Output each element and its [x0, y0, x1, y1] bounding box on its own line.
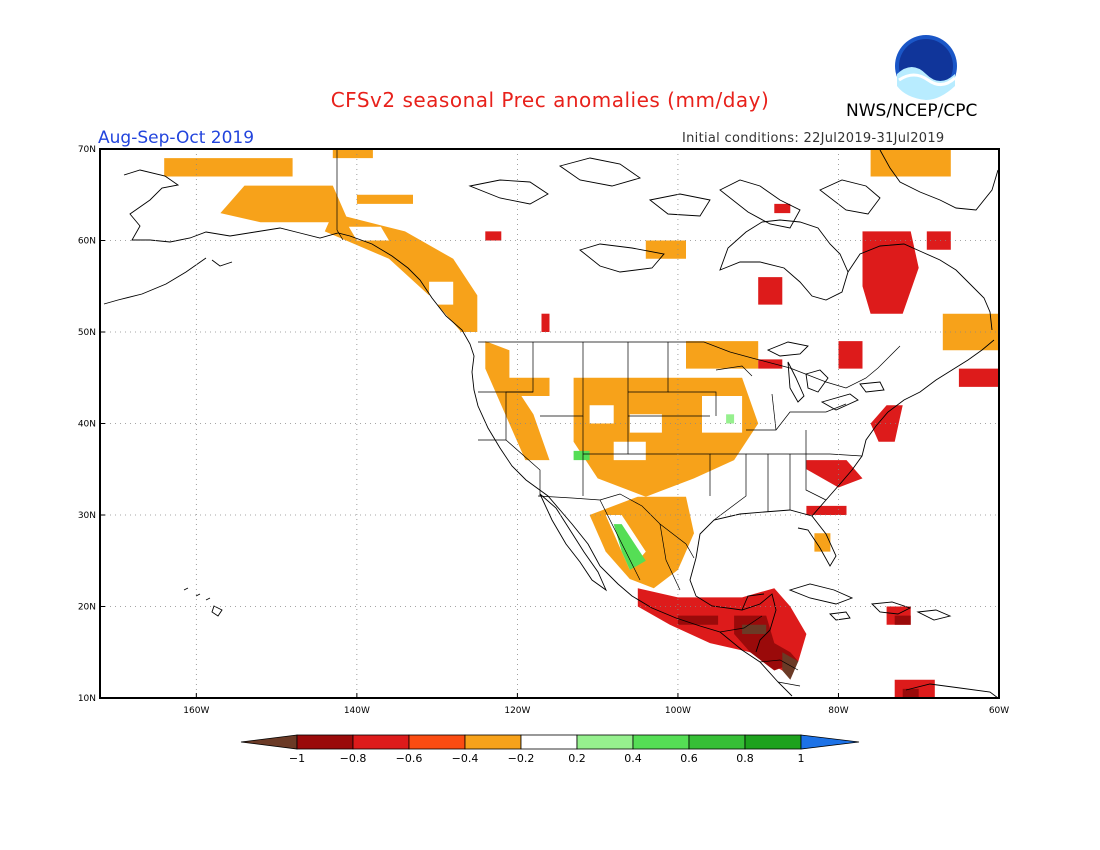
colorbar-swatch [576, 734, 634, 750]
colorbar-swatch [688, 734, 746, 750]
colorbar-swatch [408, 734, 466, 750]
axis-ticks: 160W 140W 120W 100W 80W 60W 70N 60N 50N 40N 30N 20N… [78, 145, 1009, 716]
anomaly-region [870, 405, 903, 442]
anomaly-region [509, 377, 550, 396]
anomaly-region [902, 688, 919, 698]
anomaly-region [164, 158, 293, 177]
colorbar-label: 0.8 [736, 752, 754, 765]
anomaly-region [758, 277, 783, 305]
anomaly-region [332, 149, 373, 159]
colorbar-label: −0.2 [508, 752, 535, 765]
anomaly-region [726, 414, 735, 424]
lat-tick-label: 30N [78, 511, 96, 521]
colorbar-label: −0.4 [452, 752, 479, 765]
agency-label: NWS/NCEP/CPC [846, 101, 978, 121]
colorbar-swatch [744, 734, 802, 750]
anomaly-region [589, 405, 614, 424]
lat-tick-label: 50N [78, 328, 96, 338]
anomaly-region [485, 341, 550, 461]
colorbar-label: −1 [289, 752, 305, 765]
anomaly-region [613, 524, 646, 570]
anomaly-region [429, 281, 454, 305]
colorbar-label: −0.6 [396, 752, 423, 765]
map-area: 160W 140W 120W 100W 80W 60W 70N 60N 50N 40N 30N 20N… [78, 145, 1009, 716]
colorbar-low-arrow [240, 734, 298, 750]
anomaly-region [742, 624, 767, 634]
colorbar-label: 0.6 [680, 752, 698, 765]
colorbar-label: 1 [798, 752, 805, 765]
anomaly-region [613, 441, 646, 461]
anomaly-region [806, 460, 863, 488]
anomaly-region [774, 203, 791, 214]
colorbar-swatch [464, 734, 522, 750]
forecast-period: Aug-Sep-Oct 2019 [98, 128, 255, 148]
anomaly-region [677, 615, 719, 625]
colorbar-swatch [352, 734, 410, 750]
political-borders [336, 150, 901, 687]
colorbar-label: 0.4 [624, 752, 642, 765]
anomaly-region [758, 359, 783, 369]
anomaly-region [686, 341, 759, 369]
anomaly-region [702, 396, 743, 433]
map-title: CFSv2 seasonal Prec anomalies (mm/day) [330, 88, 770, 112]
anomaly-region [356, 194, 413, 204]
lon-tick-label: 60W [989, 706, 1009, 716]
lat-tick-label: 60N [78, 237, 96, 247]
anomaly-region [806, 505, 847, 515]
colorbar-label: 0.2 [568, 752, 586, 765]
lat-tick-label: 10N [78, 694, 96, 704]
anomaly-region [894, 615, 911, 625]
lon-tick-label: 100W [665, 706, 691, 716]
anomaly-region [485, 231, 502, 241]
anomaly-region [348, 226, 389, 241]
lon-tick-label: 80W [828, 706, 848, 716]
anomaly-region [958, 368, 999, 387]
anomaly-region [814, 533, 831, 552]
initial-conditions: Initial conditions: 22Jul2019-31Jul2019 [682, 131, 945, 146]
anomaly-region [862, 231, 919, 314]
lon-tick-label: 120W [504, 706, 530, 716]
lat-tick-label: 20N [78, 603, 96, 613]
anomaly-layer [164, 149, 999, 698]
anomaly-region [541, 313, 550, 332]
colorbar: −1 −0.8 −0.6 −0.4 −0.2 0.2 0.4 0.6 0.8 1 [240, 734, 860, 765]
colorbar-swatch [296, 734, 354, 750]
anomaly-region [645, 240, 686, 259]
lon-tick-label: 160W [183, 706, 209, 716]
lat-tick-label: 70N [78, 145, 96, 155]
colorbar-label: −0.8 [340, 752, 367, 765]
anomaly-region [838, 341, 863, 369]
lat-tick-label: 40N [78, 420, 96, 430]
anomaly-region [573, 450, 590, 461]
anomaly-region [220, 185, 349, 223]
colorbar-high-arrow [800, 734, 860, 750]
anomaly-region [926, 231, 951, 250]
coastlines [103, 149, 999, 699]
noaa-logo [895, 35, 957, 100]
colorbar-swatch [520, 734, 578, 750]
anomaly-region [870, 149, 951, 177]
lon-tick-label: 140W [344, 706, 370, 716]
colorbar-swatch [632, 734, 690, 750]
